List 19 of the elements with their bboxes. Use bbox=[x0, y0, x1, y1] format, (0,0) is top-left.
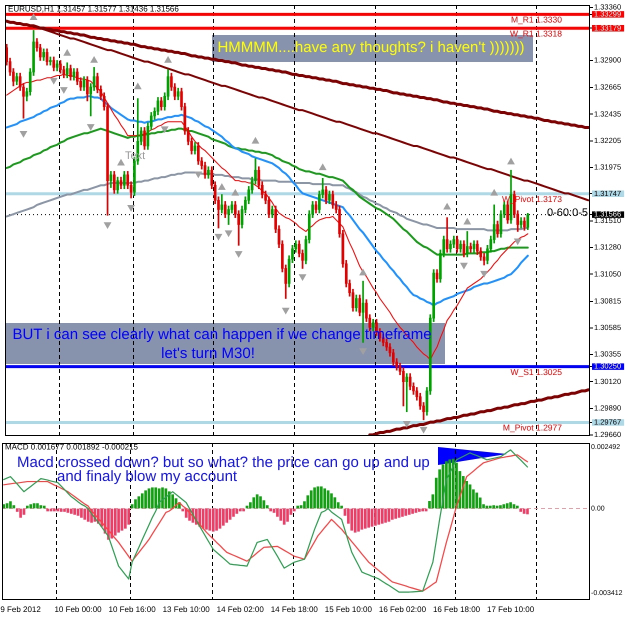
x-tick-label: 14 Feb 18:00 bbox=[270, 605, 318, 614]
x-tick-label: 17 Feb 10:00 bbox=[487, 605, 535, 614]
ref-line-label: W_S1 1.3025 bbox=[510, 366, 562, 377]
chart-title: EURUSD,H1 1.31457 1.31577 1.31436 1.31566 bbox=[8, 4, 180, 14]
ref-line-label: W_R1 1.3318 bbox=[510, 28, 562, 38]
x-tick-label: 9 Feb 2012 bbox=[0, 605, 42, 614]
x-tick-label: 15 Feb 10:00 bbox=[324, 605, 372, 614]
annotation: 0-60:0-5 bbox=[547, 207, 588, 220]
x-tick-label: 16 Feb 02:00 bbox=[378, 605, 427, 614]
annotation: let's turn M30! bbox=[161, 345, 255, 362]
annotation: HMMMM....have any thoughts? i haven't ))))))) bbox=[217, 39, 525, 56]
chart-title: MACD 0.001677 0.001892 -0.000215 bbox=[5, 442, 139, 452]
ref-line-label: M_R1 1.3330 bbox=[510, 14, 562, 24]
x-tick-label: 14 Feb 02:00 bbox=[216, 605, 264, 614]
x-tick-label: 10 Feb 00:00 bbox=[54, 605, 102, 614]
ref-line-label: M_Pivot 1.2977 bbox=[502, 422, 562, 433]
x-tick-label: 10 Feb 16:00 bbox=[108, 605, 156, 614]
x-tick-label: 16 Feb 18:00 bbox=[432, 605, 481, 614]
x-tick-label: 13 Feb 10:00 bbox=[162, 605, 210, 614]
